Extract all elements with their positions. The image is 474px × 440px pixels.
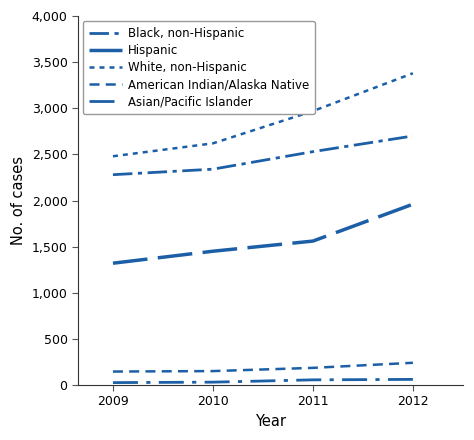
Legend: Black, non-Hispanic, Hispanic, White, non-Hispanic, American Indian/Alaska Nativ: Black, non-Hispanic, Hispanic, White, no… [82,21,315,114]
Y-axis label: No. of cases: No. of cases [11,156,26,245]
X-axis label: Year: Year [255,414,286,429]
